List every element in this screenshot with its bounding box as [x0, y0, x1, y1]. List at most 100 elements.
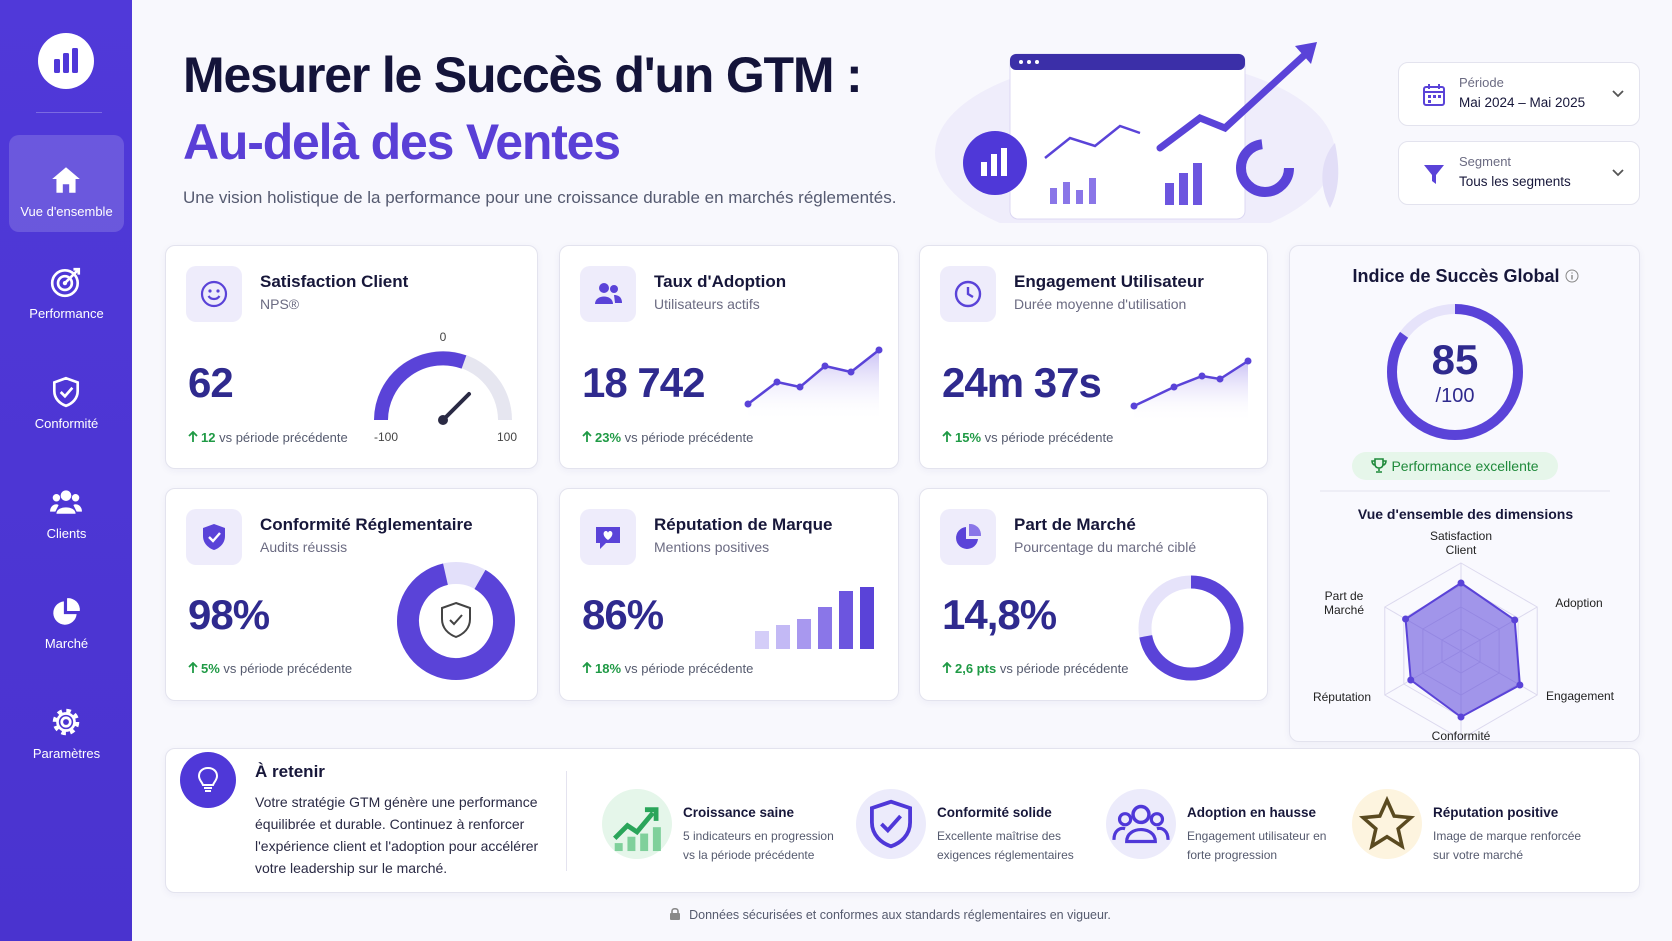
- score-title-text: Indice de Succès Global: [1352, 266, 1560, 286]
- decoration: [627, 836, 636, 852]
- decoration: [1565, 269, 1579, 283]
- decoration: [216, 289, 220, 293]
- kpi-title: Conformité Réglementaire: [260, 515, 473, 534]
- decoration: [966, 287, 974, 299]
- nav-icon: [50, 267, 81, 298]
- nav-item[interactable]: Clients: [9, 457, 124, 554]
- sidebar: Vue d'ensemble Performance Conformité Clien…: [0, 0, 132, 941]
- decoration: [613, 811, 655, 841]
- nav-item[interactable]: Conformité: [9, 347, 124, 444]
- kpi-icon: [580, 509, 636, 565]
- highlight-title: Conformité solide: [937, 805, 1052, 820]
- kpi-card: Taux d'Adoption Utilisateurs actifs 18 7…: [559, 245, 899, 469]
- decoration: [56, 274, 74, 292]
- decoration: [1428, 100, 1431, 103]
- decoration: [53, 601, 77, 625]
- kpi-change-value: 12: [201, 430, 216, 445]
- decoration: [602, 789, 672, 859]
- decoration: [1352, 789, 1422, 859]
- nav-item[interactable]: Performance: [9, 237, 124, 334]
- takeaway-title: À retenir: [255, 762, 325, 781]
- decoration: [847, 368, 855, 376]
- decoration: [614, 295, 622, 303]
- kpi-icon: [940, 266, 996, 322]
- kpi-card: Part de Marché Pourcentage du marché cib…: [919, 488, 1268, 701]
- decoration: [203, 524, 225, 550]
- title: Mesurer le Succès d'un GTM :: [183, 47, 863, 103]
- decoration: [60, 490, 72, 501]
- decoration: [180, 752, 236, 808]
- decoration: [449, 614, 463, 626]
- kpi-title: Part de Marché: [1014, 515, 1136, 534]
- decoration: [1322, 143, 1339, 208]
- decoration: [1117, 812, 1133, 827]
- kpi-change-text: vs période précédente: [984, 430, 1114, 445]
- icon: [200, 280, 228, 308]
- decoration: [1165, 163, 1202, 205]
- illustration: [935, 42, 1339, 223]
- nav-icon: [53, 598, 80, 625]
- decoration: [755, 631, 769, 649]
- decoration: [52, 494, 61, 502]
- decoration: [188, 430, 198, 442]
- radar-axis-label: Satisfaction Client: [1429, 529, 1493, 557]
- highlight-text: Excellente maîtrise des exigences réglem…: [937, 829, 1074, 862]
- gauge-label: -100: [373, 430, 399, 444]
- decoration: [821, 362, 829, 370]
- decoration: [1457, 579, 1465, 587]
- decoration: [54, 59, 60, 73]
- nav-item[interactable]: Vue d'ensemble: [9, 135, 124, 232]
- decoration: [1424, 84, 1444, 93]
- decoration: [52, 376, 80, 408]
- decoration: [818, 607, 832, 649]
- kpi-subtitle: Pourcentage du marché ciblé: [1014, 539, 1197, 555]
- decoration: [839, 591, 853, 649]
- filter[interactable]: Segment Tous les segments: [1398, 141, 1640, 205]
- kpi-change-value: 15%: [955, 430, 982, 445]
- decoration: [614, 827, 661, 852]
- highlight-icon: [856, 789, 926, 859]
- decoration: [1216, 375, 1224, 383]
- title-accent: Au-delà des Ventes: [183, 114, 621, 170]
- kpi-visual: [744, 346, 883, 422]
- nav-item[interactable]: Paramètres: [9, 677, 124, 774]
- filter-value: Tous les segments: [1459, 174, 1571, 189]
- decoration: [747, 349, 880, 405]
- nav-item[interactable]: Marché: [9, 567, 124, 664]
- nav-label: Vue d'ensemble: [20, 204, 113, 219]
- kpi-change-value: 5%: [201, 661, 220, 676]
- decoration: [614, 843, 623, 852]
- highlight-text: 5 indicateurs en progression vs la pério…: [683, 829, 834, 862]
- decoration: [1511, 616, 1519, 624]
- decoration: [969, 523, 982, 536]
- decoration: [59, 386, 74, 399]
- subtitle: Une vision holistique de la performance …: [183, 188, 897, 207]
- decoration: [595, 296, 613, 304]
- decoration: [1170, 383, 1178, 391]
- filter-label: Période: [1459, 75, 1504, 90]
- decoration: [441, 392, 471, 422]
- up-arrow: [582, 661, 592, 673]
- radar-axis-label: Adoption: [1555, 596, 1603, 610]
- kpi-change-text: vs période précédente: [219, 430, 348, 445]
- decoration: [1050, 188, 1057, 204]
- filter-value: Mai 2024 – Mai 2025: [1459, 95, 1586, 110]
- decoration: [610, 285, 618, 293]
- lock-icon: [670, 907, 681, 920]
- kpi-card: Conformité Réglementaire Audits réussis …: [165, 488, 538, 701]
- score-title: Indice de Succès Global: [1290, 266, 1641, 287]
- decoration: [1027, 60, 1031, 64]
- decoration: [1236, 139, 1294, 197]
- decoration: [942, 661, 952, 673]
- decoration: [748, 350, 879, 422]
- decoration: [208, 289, 212, 293]
- decoration: [1112, 826, 1170, 844]
- kpi-title: Satisfaction Client: [260, 272, 409, 291]
- decoration: [71, 494, 80, 502]
- kpi-icon: [940, 509, 996, 565]
- decoration: [1179, 173, 1188, 205]
- icon: [954, 280, 982, 308]
- filter[interactable]: Période Mai 2024 – Mai 2025: [1398, 62, 1640, 126]
- kpi-change-value: 18%: [595, 661, 622, 676]
